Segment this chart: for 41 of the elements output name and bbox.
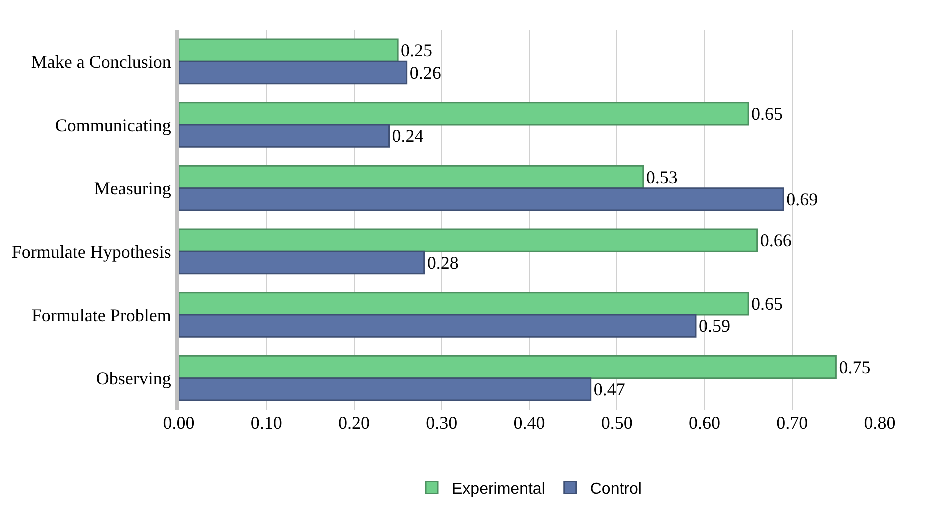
data-label: 0.47 (594, 379, 626, 400)
legend-label: Control (590, 480, 642, 498)
bar (179, 165, 644, 190)
bar (179, 314, 697, 338)
x-tick-label: 0.00 (163, 413, 195, 433)
data-label: 0.53 (646, 167, 678, 188)
data-label: 0.24 (392, 126, 424, 146)
x-tick-label: 0.80 (864, 413, 896, 433)
bar (179, 124, 390, 148)
legend-label: Experimental (452, 480, 546, 498)
data-label: 0.75 (839, 357, 871, 378)
x-tick-label: 0.20 (338, 413, 370, 433)
x-tick-label: 0.40 (514, 413, 546, 433)
bar (179, 38, 399, 62)
bar (179, 188, 784, 212)
y-tick-label: Observing (96, 368, 172, 389)
bar (179, 228, 758, 252)
bar (179, 60, 408, 85)
bar (179, 378, 592, 402)
x-tick-label: 0.30 (426, 413, 458, 433)
data-label: 0.26 (410, 62, 442, 83)
data-label: 0.66 (760, 230, 792, 251)
data-label: 0.28 (427, 252, 459, 273)
data-label: 0.69 (786, 189, 818, 210)
bar (179, 292, 750, 316)
bar (179, 250, 426, 275)
y-tick-label: Communicating (55, 115, 172, 136)
data-label: 0.25 (401, 40, 433, 61)
bar (179, 102, 750, 126)
data-label: 0.65 (752, 104, 784, 124)
y-tick-label: Make a Conclusion (31, 52, 172, 72)
y-tick-label: Formulate Hypothesis (12, 242, 172, 262)
x-tick-label: 0.50 (601, 413, 633, 433)
x-tick-label: 0.70 (776, 413, 808, 433)
x-tick-label: 0.10 (250, 413, 282, 433)
x-tick-label: 0.60 (689, 413, 720, 433)
y-tick-label: Measuring (94, 178, 172, 199)
data-label: 0.65 (752, 294, 784, 314)
bar (179, 355, 837, 380)
y-tick-label: Formulate Problem (32, 305, 172, 326)
data-label: 0.59 (698, 316, 730, 336)
